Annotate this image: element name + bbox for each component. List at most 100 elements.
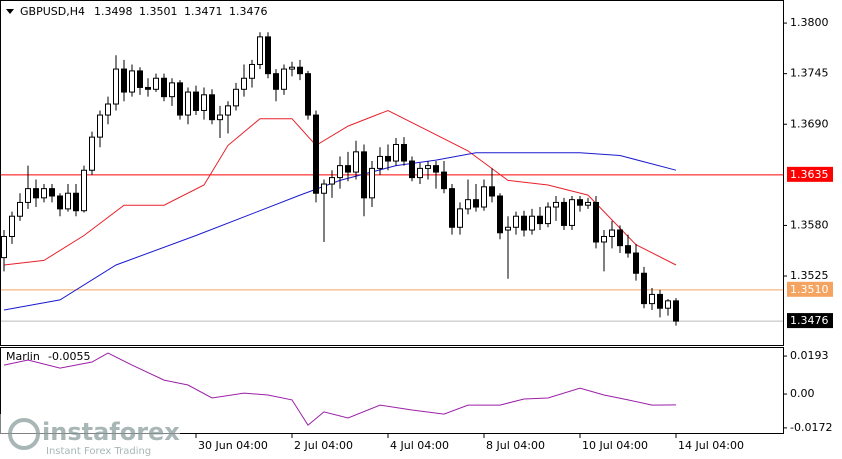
candle-body [393,143,399,162]
candle-body [377,155,383,169]
indicator-name: Marlin [6,350,40,363]
candle-body [33,188,39,199]
candle-body [185,91,191,116]
candle-body [641,272,647,305]
watermark-tagline: Instant Forex Trading [46,446,151,457]
candle-body [633,252,639,274]
candle-body [649,293,655,305]
candle-body [473,199,479,208]
candle-body [257,36,263,65]
candle-body [281,68,287,90]
candle-body [497,195,503,234]
candle-body [193,91,199,111]
candle-body [401,143,407,162]
candle-body [289,66,295,70]
candle-body [417,167,423,179]
candle-body [153,77,159,90]
candle-body [273,73,279,90]
moving-average [3,152,677,311]
y-tick-label: 1.3580 [790,218,829,231]
candle-body [561,201,567,226]
candle-body [169,82,175,98]
candle-body [17,201,23,217]
y-tick-label: 1.3745 [790,67,829,80]
candle-body [265,36,271,75]
ohlc-open: 1.3498 [94,5,133,18]
y-tick-label: 1.3800 [790,16,829,29]
indicator-line [3,352,677,426]
x-tick-label: 8 Jul 04:00 [486,439,545,452]
candle-body [225,105,231,116]
candle-body [41,188,47,199]
candle-body [609,229,615,237]
candle-body [145,86,151,90]
candle-body [577,199,583,206]
candle-body [161,77,167,98]
candle-body [329,177,335,185]
candle-body [537,215,543,225]
ohlc-high: 1.3501 [139,5,178,18]
candle-body [249,63,255,79]
menu-arrow [6,9,14,14]
candle-body [505,226,511,231]
candle-body [481,186,487,208]
candle-body [529,215,535,231]
candle-body [601,235,607,243]
candle-body [625,245,631,254]
level-tag [787,166,833,182]
candle-body [73,192,79,212]
main-pane [0,0,784,346]
level-tag [787,281,833,297]
candle-body [553,201,559,208]
candle-body [489,186,495,197]
candle-body [57,195,63,210]
candle-body [121,68,127,93]
candle-body [585,201,591,206]
candle-body [569,199,575,226]
candle-body [241,77,247,90]
last-price-tag [787,313,833,329]
candle-body [137,70,143,88]
candle-body [233,88,239,107]
y-tick-label: 1.3525 [790,269,829,282]
indicator-value: -0.0055 [48,350,90,363]
ohlc-close: 1.3476 [229,5,268,18]
candle-body [321,183,327,194]
last-price-label: 1.3476 [790,314,829,327]
candle-body [65,192,71,210]
y-tick-label: 0.00 [790,387,815,400]
x-tick-label: 30 Jun 04:00 [198,439,268,452]
y-tick-label: 0.0193 [790,349,829,362]
candle-body [513,215,519,228]
candle-body [97,114,103,138]
candle-body [337,165,343,179]
y-tick-label: -0.0172 [790,421,832,434]
candle-body [657,293,663,309]
candle-body [545,206,551,225]
candle-body [129,70,135,93]
x-tick-label: 14 Jul 04:00 [678,439,744,452]
candle-body [617,229,623,247]
candle-body [217,114,223,121]
candle-body [673,300,679,322]
level-label: 1.3635 [790,168,829,181]
candle-body [9,215,15,237]
candle-body [25,188,31,203]
candle-body [409,160,415,179]
candle-body [201,94,207,111]
candle-body [89,136,95,171]
candle-body [353,151,359,173]
watermark-brand: instaforex [42,418,180,446]
candle-body [345,165,351,173]
candle-body [433,165,439,173]
candle-body [449,188,455,228]
candle-body [305,73,311,116]
candle-body [457,208,463,228]
candle-body [297,66,303,75]
watermark-logo [8,418,40,450]
candle-body [425,165,431,169]
watermark: instaforex Instant Forex Trading [0,414,180,459]
candle-body [113,68,119,105]
x-tick-label: 4 Jul 04:00 [390,439,449,452]
